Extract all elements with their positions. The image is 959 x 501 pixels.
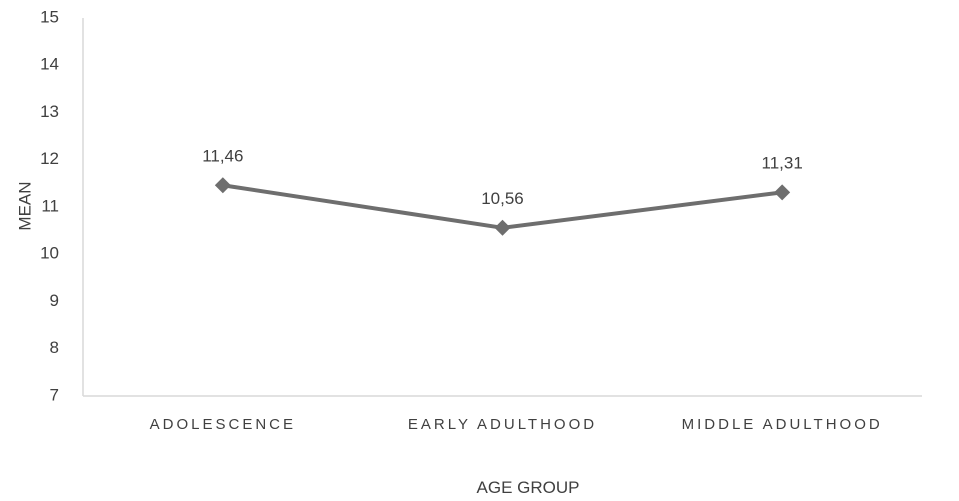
data-label: 10,56 [481,189,524,208]
x-category-label: EARLY ADULTHOOD [408,416,597,433]
y-tick-label: 10 [40,244,59,263]
y-tick-label: 9 [50,291,59,310]
y-tick-label: 13 [40,102,59,121]
data-label: 11,46 [202,146,243,165]
data-markers [214,177,791,236]
data-point-marker [214,177,231,194]
x-axis-title: AGE GROUP [477,478,580,496]
data-point-marker [774,184,791,201]
x-axis-categories: ADOLESCENCE EARLY ADULTHOOD MIDDLE ADULTHO… [150,416,883,433]
y-tick-label: 7 [50,385,59,404]
y-tick-label: 14 [40,55,59,74]
x-category-label: ADOLESCENCE [150,416,296,433]
data-label: 11,31 [762,153,803,172]
data-labels: 11,46 10,56 11,31 [202,146,803,208]
x-category-label: MIDDLE ADULTHOOD [682,416,883,433]
y-tick-label: 8 [50,338,59,357]
data-point-marker [494,219,511,236]
y-tick-label: 15 [40,7,59,26]
y-axis-title: MEAN [15,181,34,230]
y-tick-label: 12 [40,149,59,168]
y-axis-ticks: 7 8 9 10 11 12 13 14 15 [40,7,59,404]
y-tick-label: 11 [41,196,59,215]
